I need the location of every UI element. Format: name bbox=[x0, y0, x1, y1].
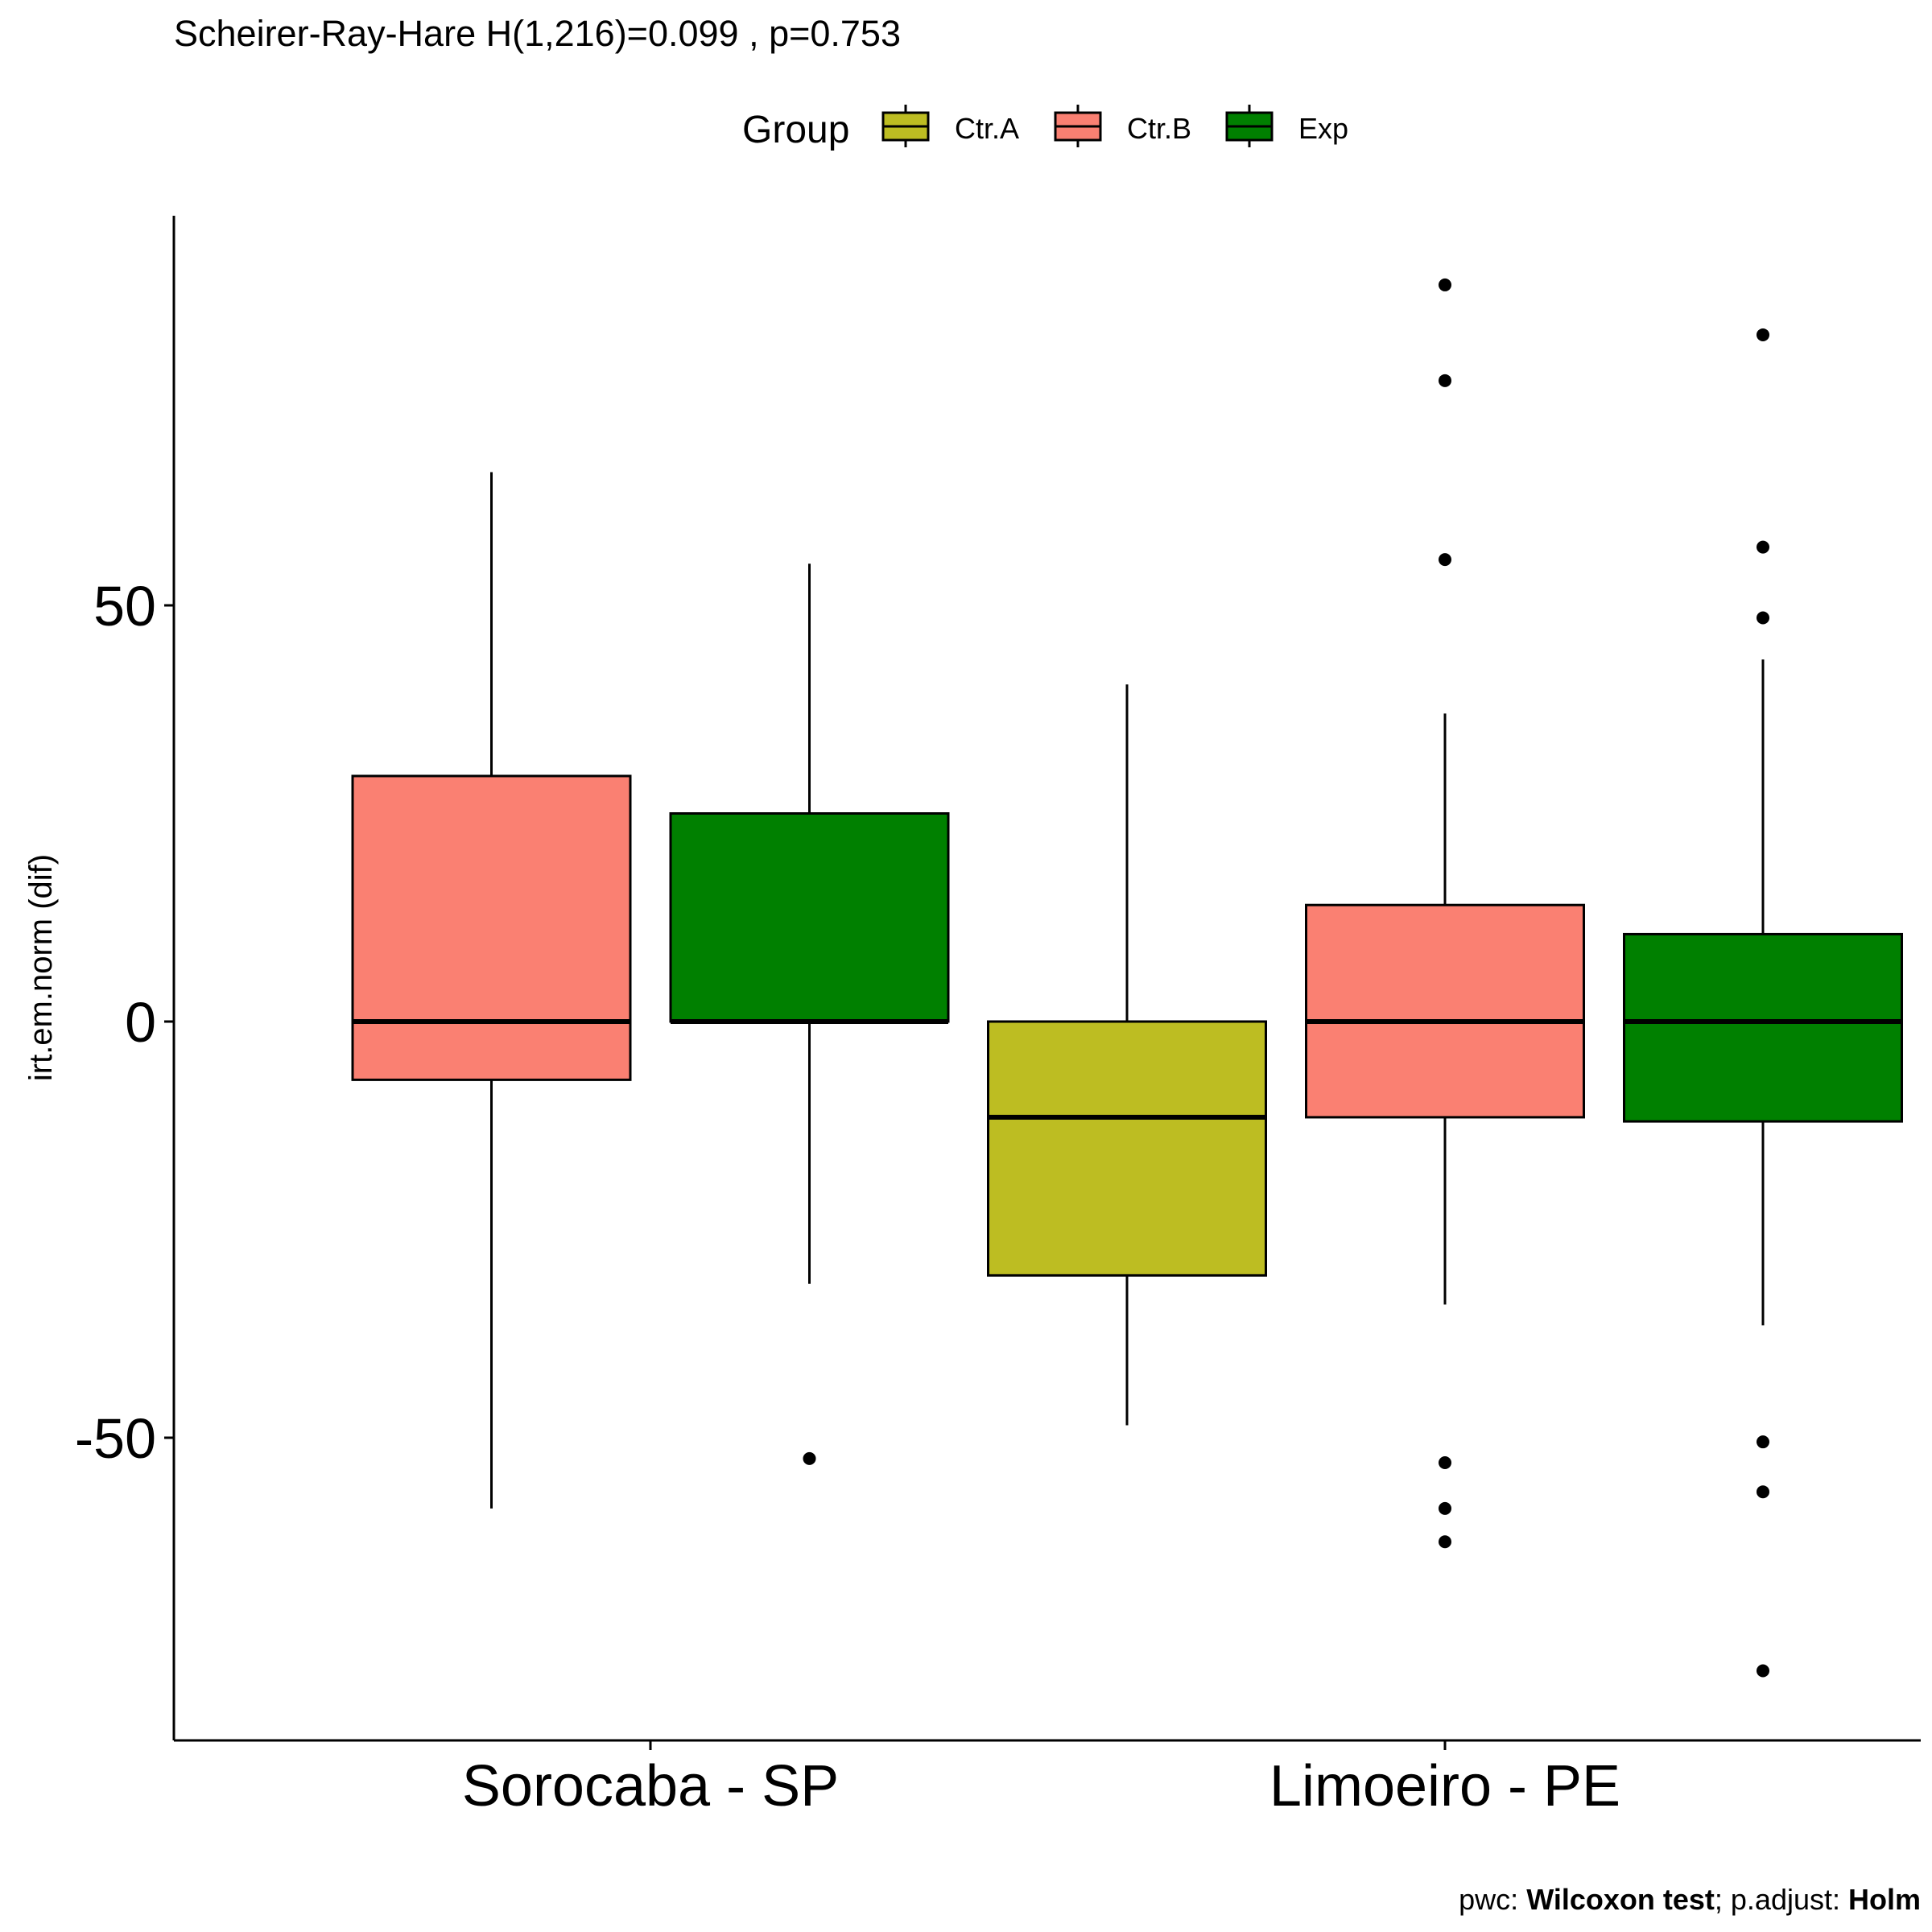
outlier-limoeiro-pe-exp-1 bbox=[1757, 540, 1769, 554]
y-axis-ticks: -50 0 50 bbox=[75, 575, 174, 1470]
outlier-limoeiro-pe-exp-2 bbox=[1757, 611, 1769, 625]
outlier-limoeiro-pe-ctr-b-4 bbox=[1439, 1501, 1451, 1515]
legend-title: Group bbox=[742, 109, 849, 151]
outlier-limoeiro-pe-ctr-b-3 bbox=[1439, 1456, 1451, 1470]
outlier-limoeiro-pe-exp-0 bbox=[1757, 328, 1769, 341]
caption-method: Holm bbox=[1848, 1883, 1921, 1916]
y-axis-label: irt.em.norm (dif) bbox=[23, 854, 59, 1081]
box-limoeiro-pe-exp bbox=[1623, 328, 1903, 1678]
legend-label-exp: Exp bbox=[1298, 112, 1348, 145]
x-tick-label-limoeiro-pe: Limoeiro - PE bbox=[1269, 1754, 1620, 1818]
box-limoeiro-pe-ctr-a bbox=[987, 684, 1267, 1426]
caption-test: Wilcoxon test bbox=[1526, 1883, 1715, 1916]
box-body-limoeiro-pe-ctr-b bbox=[1305, 903, 1585, 1119]
plot-area bbox=[351, 278, 1903, 1678]
x-tick-label-sorocaba-sp: Sorocaba - SP bbox=[462, 1754, 839, 1818]
outlier-limoeiro-pe-ctr-b-1 bbox=[1439, 374, 1451, 387]
y-tick-label-50: 50 bbox=[93, 575, 156, 638]
legend: Group Ctr.A Ctr.B Exp bbox=[742, 105, 1348, 151]
chart-title: Scheirer-Ray-Hare H(1,216)=0.099 , p=0.7… bbox=[174, 13, 901, 54]
box-sorocaba-sp-exp bbox=[669, 564, 950, 1465]
box-body-sorocaba-sp-exp bbox=[669, 812, 950, 1023]
outlier-sorocaba-sp-exp-0 bbox=[803, 1451, 816, 1465]
legend-label-ctr-a: Ctr.A bbox=[955, 112, 1019, 145]
box-body-sorocaba-sp-ctr-b bbox=[351, 774, 632, 1081]
box-limoeiro-pe-ctr-b bbox=[1305, 278, 1585, 1549]
outlier-limoeiro-pe-exp-3 bbox=[1757, 1435, 1769, 1449]
outlier-limoeiro-pe-ctr-b-5 bbox=[1439, 1535, 1451, 1549]
outlier-limoeiro-pe-ctr-b-0 bbox=[1439, 278, 1451, 291]
caption-mid: ; p.adjust: bbox=[1715, 1883, 1848, 1916]
outlier-limoeiro-pe-exp-5 bbox=[1757, 1664, 1769, 1678]
outlier-limoeiro-pe-exp-4 bbox=[1757, 1485, 1769, 1499]
caption: pwc: Wilcoxon test; p.adjust: Holm bbox=[1459, 1883, 1921, 1916]
box-sorocaba-sp-ctr-b bbox=[351, 472, 632, 1509]
legend-label-ctr-b: Ctr.B bbox=[1127, 112, 1191, 145]
caption-prefix: pwc: bbox=[1459, 1883, 1526, 1916]
x-axis-ticks: Sorocaba - SP Limoeiro - PE bbox=[462, 1740, 1620, 1818]
y-tick-label-0: 0 bbox=[125, 991, 156, 1054]
outlier-limoeiro-pe-ctr-b-2 bbox=[1439, 553, 1451, 567]
y-tick-label-50: -50 bbox=[75, 1407, 156, 1470]
box-body-limoeiro-pe-exp bbox=[1623, 932, 1903, 1123]
box-body-limoeiro-pe-ctr-a bbox=[987, 1020, 1267, 1277]
